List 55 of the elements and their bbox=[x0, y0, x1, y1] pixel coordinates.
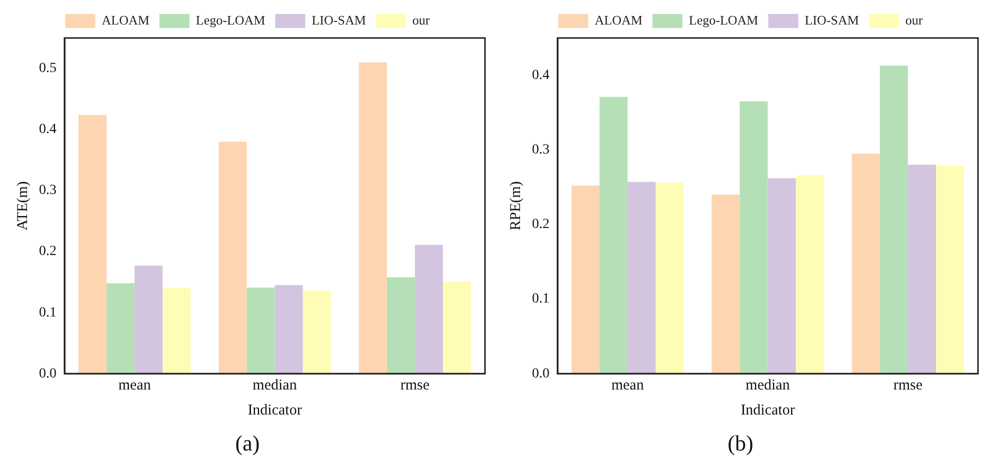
y-axis-title: ATE(m) bbox=[14, 181, 31, 230]
text: (b) bbox=[728, 430, 754, 456]
y-tick-label: 0.4 bbox=[532, 68, 550, 83]
bar bbox=[218, 142, 247, 374]
text: (a) bbox=[235, 430, 260, 456]
x-tick-label: rmse bbox=[893, 378, 923, 394]
x-axis-title: Indicator bbox=[248, 402, 302, 419]
legend-label: LIO-SAM bbox=[312, 12, 366, 28]
x-tick-label: mean bbox=[611, 378, 644, 394]
y-tick-label: 0.1 bbox=[39, 305, 56, 320]
bar bbox=[572, 186, 600, 374]
y-tick-label: 0.0 bbox=[532, 366, 550, 382]
y-axis-title: RPE(m) bbox=[508, 181, 524, 230]
y-tick-label: 0.0 bbox=[39, 366, 56, 382]
bar bbox=[442, 281, 471, 374]
legend-label: ALOAM bbox=[594, 12, 643, 28]
y-tick-label: 0.2 bbox=[532, 217, 550, 232]
bar bbox=[852, 154, 880, 374]
y-tick-label: 0.1 bbox=[532, 292, 550, 307]
y-tick-label: 0.4 bbox=[39, 122, 56, 138]
x-tick-label: median bbox=[746, 378, 790, 394]
bar bbox=[656, 182, 684, 374]
legend-label: our bbox=[412, 12, 430, 28]
legend-label: our bbox=[905, 12, 924, 28]
x-tick-label: mean bbox=[118, 378, 152, 394]
legend-label: ALOAM bbox=[102, 12, 150, 28]
y-tick-label: 0.2 bbox=[39, 244, 56, 260]
bar bbox=[134, 266, 163, 374]
bar bbox=[358, 62, 387, 374]
bar bbox=[386, 277, 415, 374]
bar bbox=[414, 244, 443, 374]
bar bbox=[628, 182, 656, 374]
legend-label: Lego-LOAM bbox=[196, 12, 266, 28]
x-tick-label: rmse bbox=[400, 378, 430, 394]
bar bbox=[936, 166, 964, 374]
bar bbox=[106, 283, 135, 374]
bar bbox=[712, 194, 740, 374]
bar bbox=[600, 96, 628, 374]
bar bbox=[740, 101, 768, 374]
bar bbox=[880, 66, 908, 374]
bar bbox=[162, 288, 191, 374]
bar bbox=[274, 285, 303, 374]
y-tick-label: 0.3 bbox=[39, 183, 56, 198]
bar bbox=[302, 290, 331, 374]
y-tick-label: 0.3 bbox=[532, 142, 550, 158]
bar bbox=[78, 114, 107, 374]
legend-label: LIO-SAM bbox=[804, 12, 860, 28]
legend-label: Lego-LOAM bbox=[688, 12, 759, 28]
x-axis-title: Indicator bbox=[740, 402, 795, 419]
bar bbox=[796, 175, 824, 374]
x-tick-label: median bbox=[252, 378, 298, 394]
y-tick-label: 0.5 bbox=[39, 61, 56, 76]
bar bbox=[768, 178, 796, 374]
bar bbox=[246, 288, 275, 374]
bar bbox=[908, 164, 936, 374]
